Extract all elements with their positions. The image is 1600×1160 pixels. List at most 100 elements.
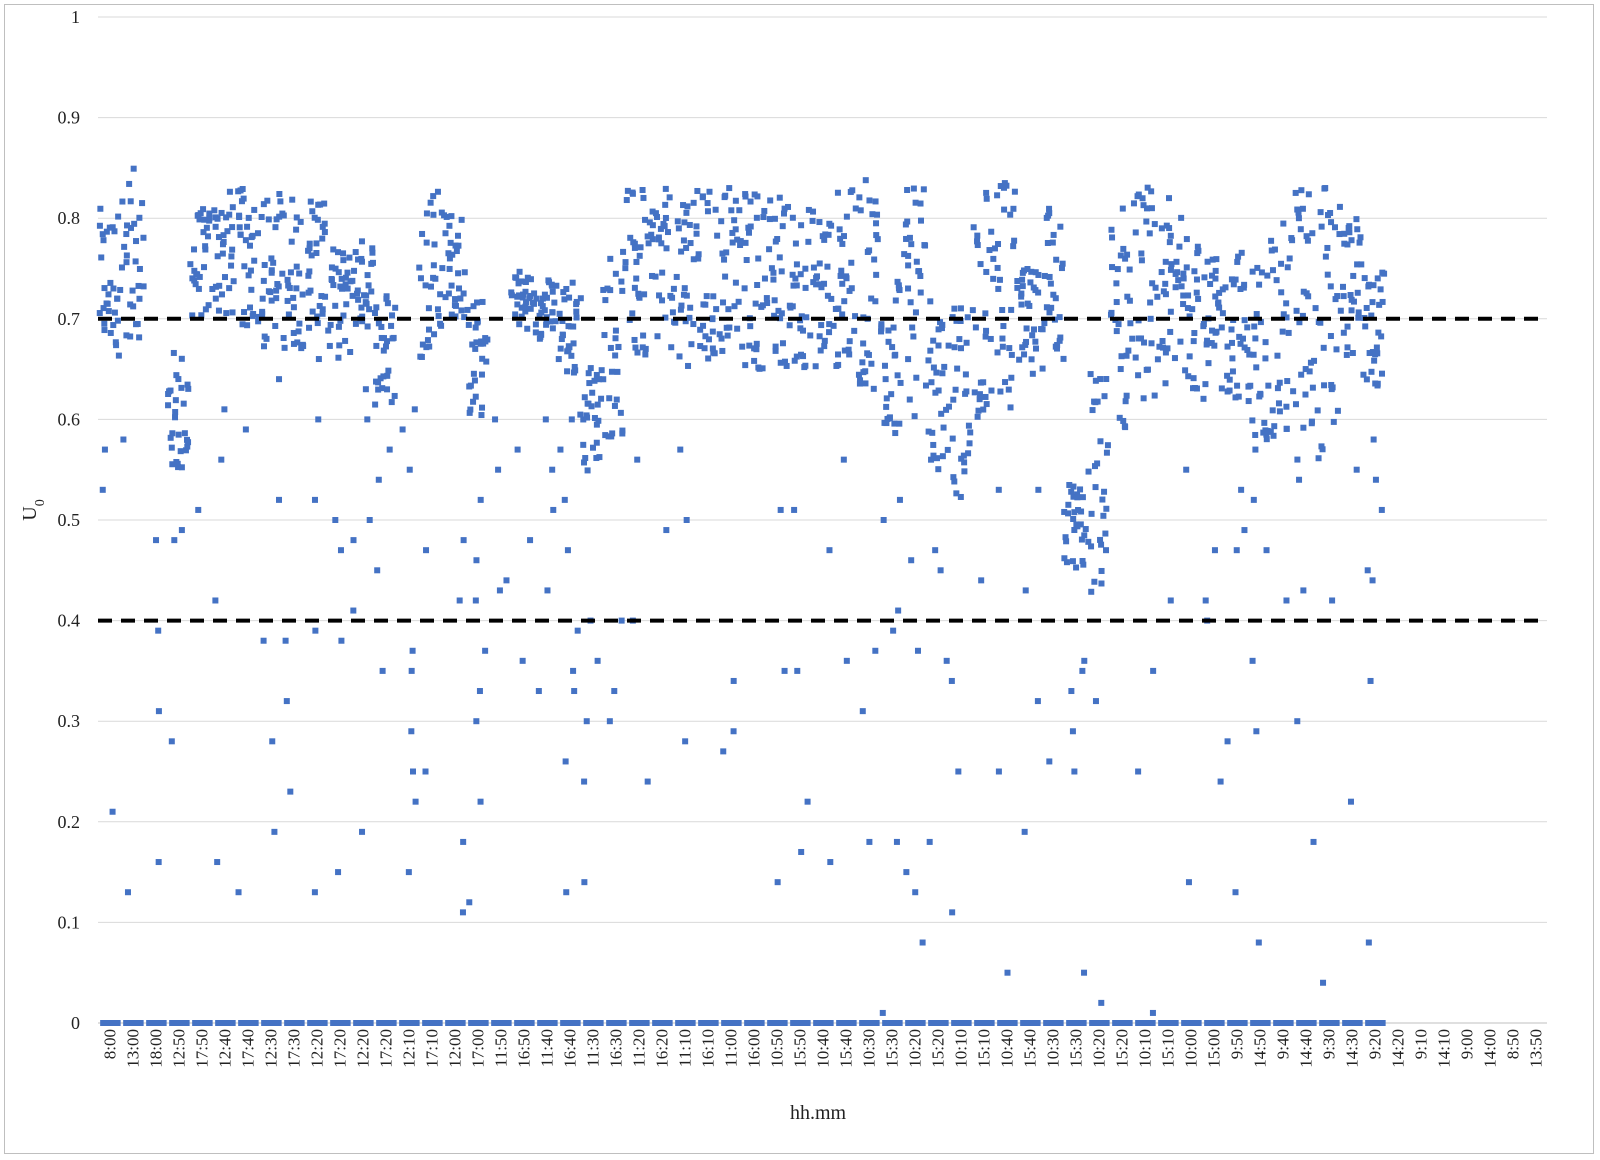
data-point: [1100, 512, 1107, 519]
data-point: [772, 347, 779, 354]
data-point: [980, 406, 987, 413]
data-point: [932, 547, 939, 554]
data-point: [1085, 468, 1092, 475]
data-point: [1039, 326, 1046, 333]
data-point: [1241, 281, 1248, 288]
data-point: [957, 317, 964, 324]
x-tick-label: 11:00: [722, 1029, 741, 1067]
y-tick-label: 0.3: [58, 711, 81, 731]
data-point: [952, 386, 959, 393]
data-point: [906, 396, 913, 403]
data-point: [455, 270, 462, 277]
data-point: [110, 322, 117, 329]
data-point: [702, 301, 709, 308]
data-point: [789, 303, 796, 310]
data-point: [1024, 266, 1031, 273]
data-point: [124, 222, 131, 229]
data-point: [432, 275, 439, 282]
y-tick-label: 0.2: [58, 812, 81, 832]
data-point: [328, 276, 335, 283]
data-point: [720, 299, 727, 306]
data-point: [949, 435, 956, 442]
data-point: [325, 327, 332, 334]
data-point: [994, 349, 1001, 356]
data-point: [1191, 268, 1198, 275]
data-point: [764, 300, 771, 307]
data-point: [890, 324, 897, 331]
data-point: [577, 411, 584, 418]
y-tick-label: 0.9: [58, 108, 81, 128]
data-point: [974, 232, 981, 239]
x-tick-label: 16:50: [515, 1029, 534, 1068]
data-point: [327, 321, 334, 328]
data-point: [910, 185, 917, 192]
data-point: [868, 360, 875, 367]
data-point: [996, 276, 1003, 283]
data-point: [1166, 225, 1173, 232]
data-point: [467, 406, 474, 413]
data-point: [622, 259, 629, 266]
data-point: [912, 199, 919, 206]
data-point: [639, 344, 646, 351]
data-point: [594, 657, 601, 664]
data-point: [306, 324, 313, 331]
data-point: [687, 240, 694, 247]
data-point: [720, 748, 727, 755]
data-point: [1233, 547, 1240, 554]
data-point: [935, 326, 942, 333]
data-point: [631, 240, 638, 247]
data-point: [293, 285, 300, 292]
x-tick-label: 15:10: [975, 1029, 994, 1068]
data-point: [584, 414, 591, 421]
data-point: [1360, 371, 1367, 378]
data-point: [719, 347, 726, 354]
data-point: [201, 216, 208, 223]
data-point: [1091, 578, 1098, 585]
data-point: [574, 1020, 581, 1026]
x-tick-label: 10:40: [814, 1029, 833, 1068]
data-point: [793, 261, 800, 268]
data-point: [1377, 286, 1384, 293]
data-point: [563, 889, 570, 896]
data-point: [130, 303, 137, 310]
data-point: [695, 255, 702, 262]
data-point: [455, 242, 462, 249]
data-point: [101, 446, 108, 453]
data-point: [1195, 1020, 1202, 1026]
x-tick-label: 17:20: [377, 1029, 396, 1068]
data-point: [701, 345, 708, 352]
data-point: [366, 517, 373, 523]
data-point: [371, 309, 378, 316]
x-axis-label: hh.mm: [790, 1102, 847, 1124]
data-point: [1374, 350, 1381, 357]
data-point: [1094, 398, 1101, 405]
data-point: [1322, 185, 1329, 192]
data-point: [508, 292, 515, 299]
data-point: [737, 242, 744, 249]
data-point: [919, 939, 926, 946]
data-point: [215, 234, 222, 241]
data-point: [919, 1020, 926, 1026]
data-point: [1264, 272, 1271, 279]
data-point: [96, 222, 103, 229]
data-point: [1290, 388, 1297, 395]
data-point: [1047, 280, 1054, 287]
data-point: [386, 446, 393, 453]
data-point: [990, 255, 997, 262]
data-point: [427, 283, 434, 290]
data-point: [922, 242, 929, 249]
data-point: [200, 206, 207, 213]
data-point: [470, 303, 477, 310]
data-point: [522, 279, 529, 286]
data-point: [240, 195, 247, 202]
data-point: [1127, 320, 1134, 327]
data-point: [797, 271, 804, 278]
data-point: [712, 1020, 719, 1026]
data-point: [1244, 324, 1251, 331]
data-point: [1122, 398, 1129, 405]
data-point: [1124, 293, 1131, 300]
data-point: [1271, 246, 1278, 253]
data-point: [532, 321, 539, 328]
data-point: [261, 262, 268, 269]
data-point: [652, 273, 659, 280]
